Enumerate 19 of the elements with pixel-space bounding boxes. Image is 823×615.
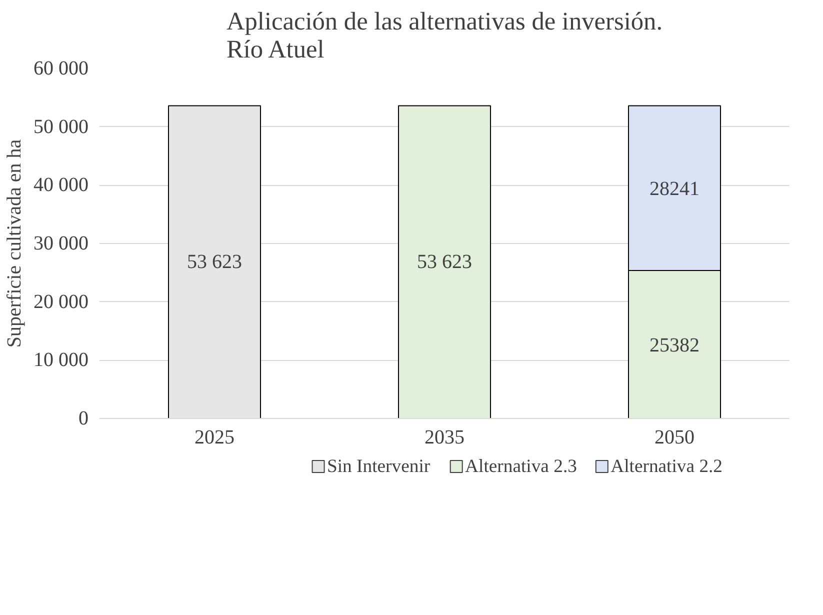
legend-label: Sin Intervenir [326, 456, 431, 477]
y-tick-label: 60 000 [34, 58, 88, 80]
chart-title: Aplicación de las alternativas de inversión. Río Atuel [226, 8, 663, 64]
x-tick-label: 2050 [654, 426, 694, 448]
x-tick-label: 2035 [424, 426, 464, 448]
y-axis-title: Superficie cultivada en ha [4, 139, 26, 348]
y-tick-label: 0 [78, 408, 88, 430]
data-label: 25382 [650, 334, 700, 356]
y-tick-label: 30 000 [34, 232, 88, 254]
y-tick-label: 50 000 [34, 116, 88, 138]
legend-label: Alternativa 2.3 [465, 456, 577, 477]
data-label: 53 623 [187, 251, 242, 274]
y-tick-label: 20 000 [34, 290, 88, 313]
data-label: 28241 [650, 178, 700, 200]
data-label: 53 623 [417, 251, 472, 274]
legend-label: Alternativa 2.2 [610, 456, 723, 477]
y-tick-label: 40 000 [34, 174, 88, 196]
x-tick-label: 2025 [194, 426, 234, 448]
y-tick-label: 10 000 [34, 349, 88, 372]
